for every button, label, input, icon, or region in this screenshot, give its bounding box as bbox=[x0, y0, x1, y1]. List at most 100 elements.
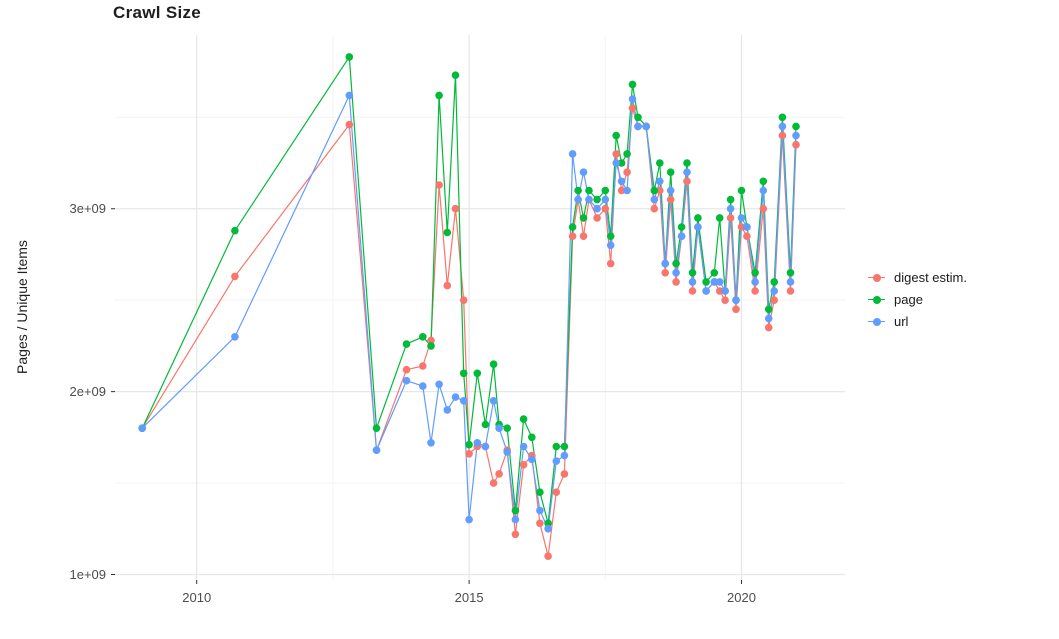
legend-key-url-icon bbox=[868, 316, 885, 327]
legend-item-digest-estim: digest estim. bbox=[868, 270, 967, 285]
data-point-digest-estim bbox=[732, 305, 740, 314]
data-point-url bbox=[694, 223, 702, 231]
data-point-url bbox=[751, 278, 759, 286]
x-tick-label: 2020 bbox=[727, 590, 756, 605]
y-tick-label: 1e+09 bbox=[69, 567, 106, 582]
data-point-page bbox=[544, 519, 552, 528]
data-point-url bbox=[677, 232, 686, 240]
data-point-page bbox=[574, 186, 582, 195]
data-point-digest-estim bbox=[612, 150, 620, 158]
data-point-url bbox=[759, 186, 768, 195]
legend-item-page: page bbox=[868, 292, 967, 307]
data-point-url bbox=[544, 525, 552, 533]
data-point-url bbox=[612, 159, 620, 167]
chart-title: Crawl Size bbox=[113, 3, 202, 22]
data-point-url bbox=[593, 204, 601, 213]
x-tick-label: 2015 bbox=[455, 590, 484, 605]
data-point-digest-estim bbox=[579, 232, 588, 240]
data-point-url bbox=[743, 223, 751, 231]
data-point-url bbox=[666, 186, 675, 195]
data-point-digest-estim bbox=[786, 287, 795, 295]
data-point-page bbox=[451, 71, 460, 79]
data-point-url bbox=[764, 314, 773, 323]
data-point-digest-estim bbox=[683, 177, 691, 186]
data-point-digest-estim bbox=[751, 287, 759, 295]
data-point-digest-estim bbox=[593, 214, 601, 222]
data-point-url bbox=[427, 439, 435, 447]
legend-label: digest estim. bbox=[894, 270, 967, 285]
data-point-page bbox=[528, 433, 536, 442]
data-point-url bbox=[435, 380, 443, 389]
data-point-digest-estim bbox=[743, 232, 751, 240]
data-point-url bbox=[650, 195, 659, 204]
data-point-url bbox=[473, 439, 482, 447]
data-point-page bbox=[372, 424, 381, 433]
data-point-digest-estim bbox=[511, 530, 520, 539]
data-point-page bbox=[623, 150, 631, 158]
data-point-url bbox=[601, 195, 610, 204]
data-point-url bbox=[574, 195, 582, 204]
data-point-digest-estim bbox=[435, 181, 443, 189]
y-tick-label: 2e+09 bbox=[69, 384, 106, 399]
data-point-url bbox=[702, 287, 710, 295]
data-point-url bbox=[345, 91, 354, 100]
data-point-page bbox=[672, 259, 680, 268]
data-point-page bbox=[511, 506, 520, 515]
data-point-page bbox=[612, 131, 620, 140]
data-point-page bbox=[792, 122, 800, 131]
data-point-page bbox=[568, 223, 577, 231]
data-point-page bbox=[443, 228, 452, 237]
data-point-url bbox=[402, 376, 411, 385]
data-point-digest-estim bbox=[231, 272, 239, 281]
data-point-url bbox=[503, 448, 512, 456]
data-point-digest-estim bbox=[721, 296, 729, 305]
data-point-url bbox=[770, 287, 778, 295]
data-point-url bbox=[737, 214, 746, 222]
data-point-digest-estim bbox=[623, 168, 631, 176]
data-point-digest-estim bbox=[419, 362, 427, 370]
data-point-page bbox=[677, 223, 686, 231]
data-point-digest-estim bbox=[402, 365, 411, 374]
data-point-page bbox=[593, 195, 601, 204]
data-point-url bbox=[672, 269, 680, 277]
data-point-page bbox=[459, 369, 468, 378]
data-point-digest-estim bbox=[451, 204, 460, 213]
data-point-page bbox=[778, 113, 787, 122]
data-point-digest-estim bbox=[568, 232, 577, 240]
data-point-url bbox=[661, 259, 669, 268]
data-point-url bbox=[372, 446, 381, 455]
data-point-page bbox=[585, 186, 593, 195]
data-point-digest-estim bbox=[759, 204, 768, 213]
data-point-digest-estim bbox=[427, 336, 435, 345]
data-point-digest-estim bbox=[536, 519, 544, 528]
data-point-digest-estim bbox=[443, 281, 452, 290]
data-point-digest-estim bbox=[617, 186, 626, 195]
data-point-page bbox=[656, 159, 664, 167]
data-point-url bbox=[715, 278, 724, 286]
data-point-url bbox=[792, 131, 800, 140]
data-point-url bbox=[495, 424, 503, 433]
legend-key-digest-estim-icon bbox=[868, 272, 885, 283]
data-point-url bbox=[721, 287, 729, 295]
data-point-url bbox=[443, 406, 452, 414]
data-point-digest-estim bbox=[666, 195, 675, 204]
y-axis-title: Pages / Unique Items bbox=[14, 240, 30, 374]
x-tick-label: 2010 bbox=[182, 590, 211, 605]
data-point-digest-estim bbox=[672, 278, 680, 286]
data-point-digest-estim bbox=[688, 287, 697, 295]
data-point-digest-estim bbox=[345, 120, 354, 129]
data-point-page bbox=[231, 226, 239, 235]
data-point-page bbox=[345, 53, 354, 61]
data-point-digest-estim bbox=[552, 488, 561, 497]
data-point-page bbox=[489, 360, 498, 369]
data-point-page bbox=[737, 186, 746, 195]
data-point-page bbox=[759, 177, 768, 186]
data-point-url bbox=[138, 424, 146, 433]
data-point-page bbox=[764, 305, 773, 314]
legend: digest estim. page url bbox=[868, 270, 967, 329]
data-point-page bbox=[601, 186, 610, 195]
legend-label: page bbox=[894, 292, 923, 307]
data-point-url bbox=[778, 122, 787, 131]
